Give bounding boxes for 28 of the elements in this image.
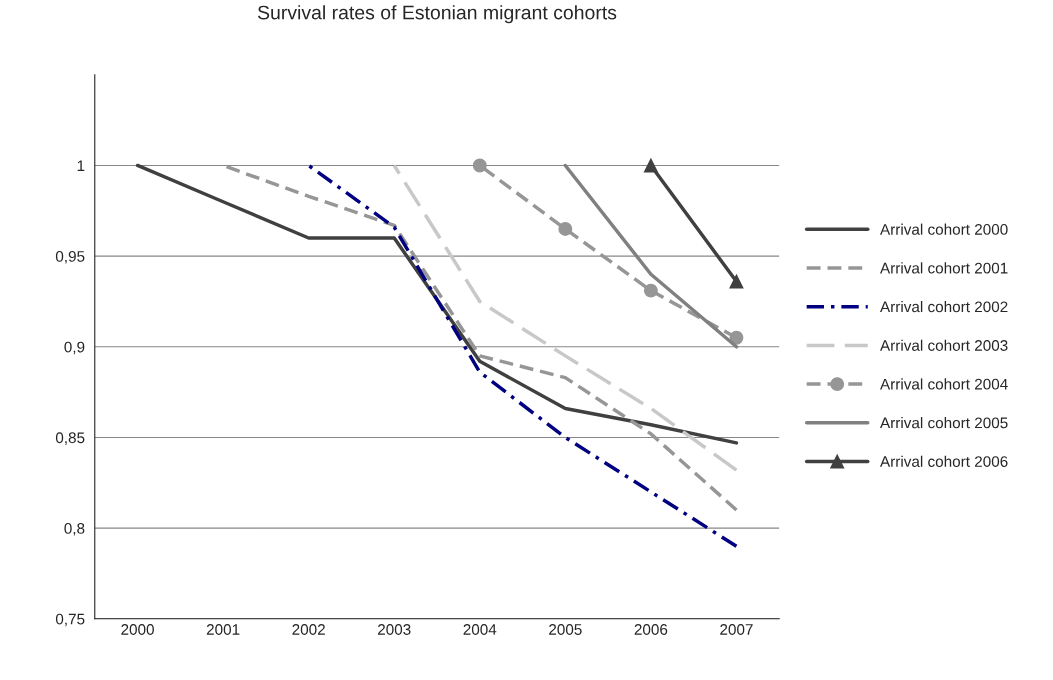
legend-label: Arrival cohort 2006 — [880, 455, 1008, 467]
x-tick-label: 2006 — [634, 624, 668, 635]
legend-label: Arrival cohort 2005 — [880, 417, 1008, 429]
y-tick-label: 0,75 — [55, 613, 85, 627]
point — [729, 274, 744, 289]
x-tick-label: 2001 — [206, 624, 240, 635]
point — [472, 158, 487, 173]
point — [729, 330, 744, 345]
legend-label: Arrival cohort 2004 — [880, 378, 1008, 390]
x-tick-label: 2003 — [377, 624, 411, 635]
point — [558, 221, 573, 236]
legend-label: Arrival cohort 2002 — [880, 300, 1008, 313]
y-tick-label: 0,9 — [64, 341, 85, 355]
point — [643, 158, 658, 173]
x-tick-label: 2005 — [549, 624, 582, 635]
point — [643, 283, 658, 298]
legend-label: Arrival cohort 2000 — [880, 223, 1008, 235]
y-tick-label: 1 — [77, 160, 85, 171]
y-tick-label: 0,95 — [55, 251, 85, 264]
x-tick-label: 2004 — [463, 624, 497, 635]
x-tick-label: 2000 — [121, 624, 154, 635]
y-tick-label: 0,8 — [64, 523, 85, 536]
y-tick-label: 0,85 — [55, 432, 85, 445]
x-tick-label: 2002 — [292, 624, 325, 635]
legend-label: Arrival cohort 2001 — [880, 262, 1008, 274]
x-tick-label: 2007 — [720, 624, 753, 635]
chart-title: Survival rates of Estonian migrant cohorts — [257, 5, 617, 24]
legend-label: Arrival cohort 2003 — [880, 339, 1008, 351]
